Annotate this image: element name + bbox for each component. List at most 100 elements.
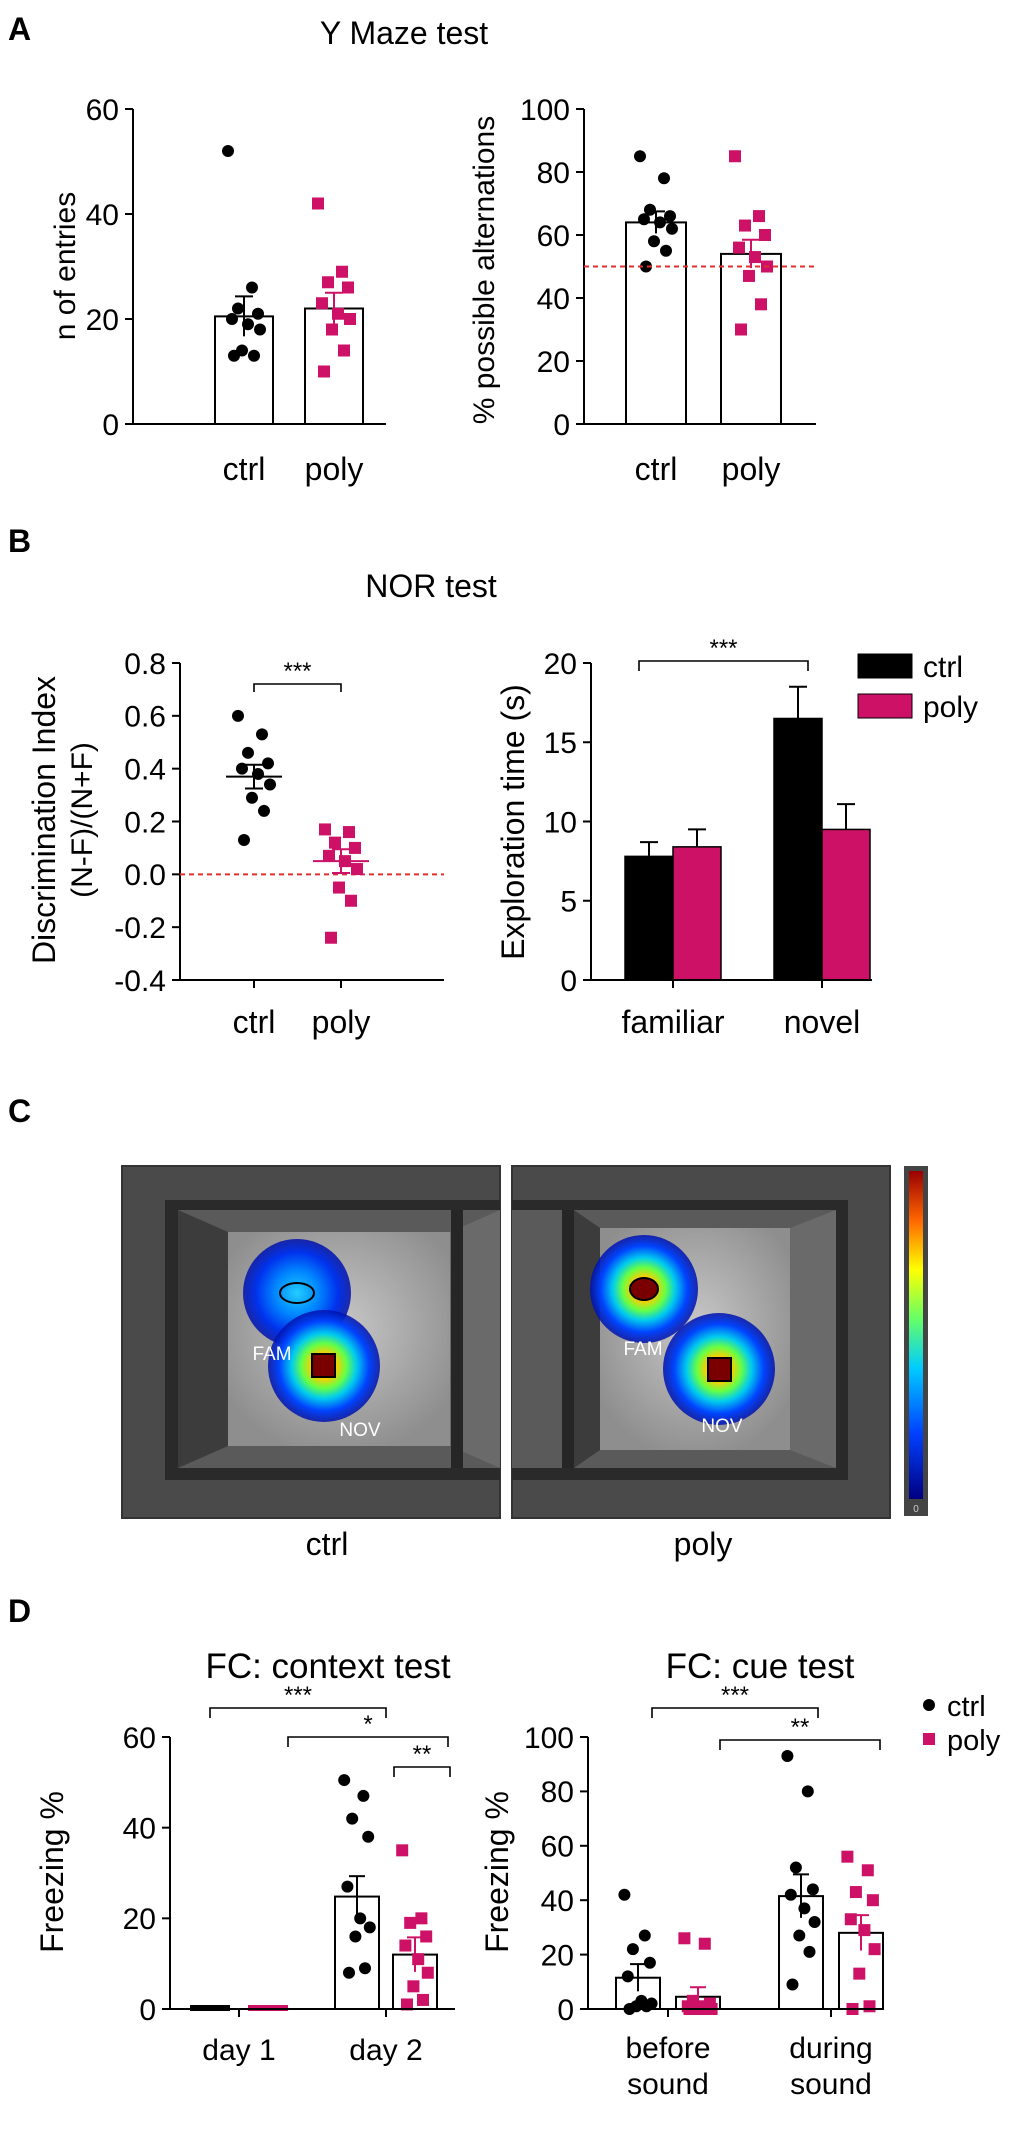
- entries-y-tick-label: 40: [86, 199, 119, 232]
- discrimination-y-label-2: (N-F)/(N+F): [66, 742, 99, 898]
- cue-point-poly: [678, 1932, 691, 1945]
- cue-point-ctrl: [793, 1929, 806, 1942]
- exploration-bar-poly-familiar: [672, 846, 722, 981]
- alternations-point-ctrl: [660, 244, 672, 257]
- context-y-tick-label: 40: [123, 1812, 156, 1845]
- exploration-bar-ctrl-familiar: [624, 855, 674, 981]
- discrimination-point-ctrl: [232, 709, 244, 722]
- cue-legend-marker-ctrl: [923, 1699, 935, 1711]
- cue-x-label-line2: sound: [627, 2068, 709, 2101]
- context-point-poly: [399, 1939, 412, 1952]
- cue-bracket-2-stars: **: [791, 1714, 810, 1741]
- cue-legend-marker-poly: [923, 1733, 935, 1745]
- context-point-ctrl: [357, 1789, 370, 1802]
- alternations-point-ctrl: [666, 222, 678, 235]
- discrimination-y-tick-label: 0.0: [124, 859, 166, 892]
- exploration-legend-label-poly: poly: [923, 691, 978, 724]
- context-point-ctrl: [343, 1966, 355, 1979]
- heatmap-panel: FAM NOV FAM NOV 0 ctrl poly: [121, 1165, 928, 1562]
- discrimination-point-ctrl: [262, 757, 274, 770]
- context-bracket-3: [393, 1766, 451, 1777]
- cue-y-tick-label: 0: [557, 1994, 574, 2027]
- alternations-point-poly: [743, 269, 755, 282]
- context-point-poly: [407, 1980, 420, 1993]
- ctrl-nov-label: NOV: [339, 1420, 381, 1441]
- discrimination-point-ctrl: [242, 746, 254, 759]
- discrimination-y-tick-label: 0.8: [124, 648, 166, 681]
- cue-point-poly: [841, 1850, 854, 1863]
- discrimination-point-poly: [351, 863, 363, 876]
- cue-point-ctrl: [808, 1915, 821, 1928]
- ctrl-nov-object-icon: [311, 1353, 336, 1378]
- exploration-y-tick-label: 10: [544, 806, 577, 839]
- entries-y-tick-label: 20: [86, 304, 119, 337]
- alternations-point-poly: [729, 150, 741, 163]
- cue-point-poly: [844, 1913, 857, 1926]
- entries-point-poly: [342, 281, 354, 294]
- discrimination-point-ctrl: [256, 728, 268, 741]
- entries-point-ctrl: [232, 302, 244, 315]
- alternations-point-ctrl: [664, 210, 676, 223]
- heatmap-poly-caption: poly: [674, 1526, 733, 1562]
- cue-bracket-1-stars: ***: [721, 1682, 749, 1709]
- discrimination-x-label-ctrl: ctrl: [233, 1004, 276, 1040]
- entries-point-poly: [344, 313, 356, 325]
- cue-point-ctrl: [626, 1943, 639, 1956]
- alternations-point-poly: [735, 323, 747, 336]
- cue-point-ctrl: [618, 1888, 631, 1901]
- poly-fam-label: FAM: [623, 1339, 662, 1360]
- discrimination-point-ctrl: [238, 833, 250, 846]
- entries-point-ctrl: [222, 145, 234, 157]
- entries-point-ctrl: [226, 313, 238, 325]
- entries-point-poly: [318, 365, 330, 378]
- entries-point-ctrl: [228, 349, 240, 362]
- heat-scale-bar: [909, 1171, 923, 1499]
- context-point-ctrl: [341, 1880, 354, 1893]
- alternations-point-poly: [739, 219, 751, 232]
- panel-label-d: D: [8, 1593, 31, 1629]
- context-point-poly: [417, 1993, 429, 2006]
- cue-point-ctrl: [638, 1929, 651, 1942]
- alternations-y-tick-label: 40: [537, 283, 570, 316]
- alternations-y-tick-label: 80: [537, 157, 570, 190]
- entries-point-poly: [326, 323, 338, 336]
- discrimination-point-poly: [329, 836, 341, 849]
- poly-heatmap-image: FAM NOV: [511, 1165, 891, 1519]
- entries-point-poly: [316, 297, 328, 310]
- exploration-y-tick-label: 15: [544, 727, 577, 760]
- context-point-poly: [415, 1912, 428, 1925]
- discrimination-significance-bracket-stars: ***: [283, 658, 311, 685]
- context-bracket-1-stars: ***: [284, 1682, 312, 1709]
- context-bracket-1: [209, 1707, 387, 1718]
- cue-y-tick-label: 100: [524, 1722, 574, 1755]
- alternations-x-label-ctrl: ctrl: [635, 451, 678, 487]
- entries-point-ctrl: [254, 323, 266, 336]
- context-point-ctrl: [363, 1921, 376, 1934]
- alternations-y-tick-label: 0: [553, 409, 570, 442]
- alternations-bar-ctrl: [625, 221, 687, 425]
- discrimination-y-tick-label: 0.6: [124, 701, 166, 734]
- discrimination-significance-bracket: [253, 683, 342, 692]
- panel-label-c: C: [8, 1093, 31, 1129]
- nor-title: NOR test: [365, 568, 497, 604]
- alternations-point-poly: [749, 251, 761, 264]
- alternations-point-ctrl: [634, 150, 646, 163]
- entries-y-tick-label: 0: [102, 409, 119, 442]
- alternations-y-tick-label: 60: [537, 220, 570, 253]
- poly-fam-object-icon: [629, 1277, 659, 1301]
- cue-point-ctrl: [801, 1785, 814, 1798]
- cue-x-label-line2: sound: [790, 2068, 872, 2101]
- alternations-point-poly: [753, 210, 765, 223]
- entries-point-ctrl: [246, 281, 258, 294]
- cue-point-ctrl: [806, 1883, 819, 1896]
- alternations-y-label: % possible alternations: [468, 116, 501, 425]
- cue-legend-label-ctrl: ctrl: [947, 1691, 986, 1723]
- panel-label-b: B: [8, 523, 31, 559]
- context-point-poly: [420, 1930, 433, 1943]
- cue-point-poly: [698, 1937, 711, 1950]
- entries-point-poly: [312, 197, 324, 210]
- exploration-x-label-novel: novel: [784, 1004, 861, 1040]
- cue-point-poly: [849, 1886, 862, 1899]
- cue-y-tick-label: 80: [541, 1776, 574, 1809]
